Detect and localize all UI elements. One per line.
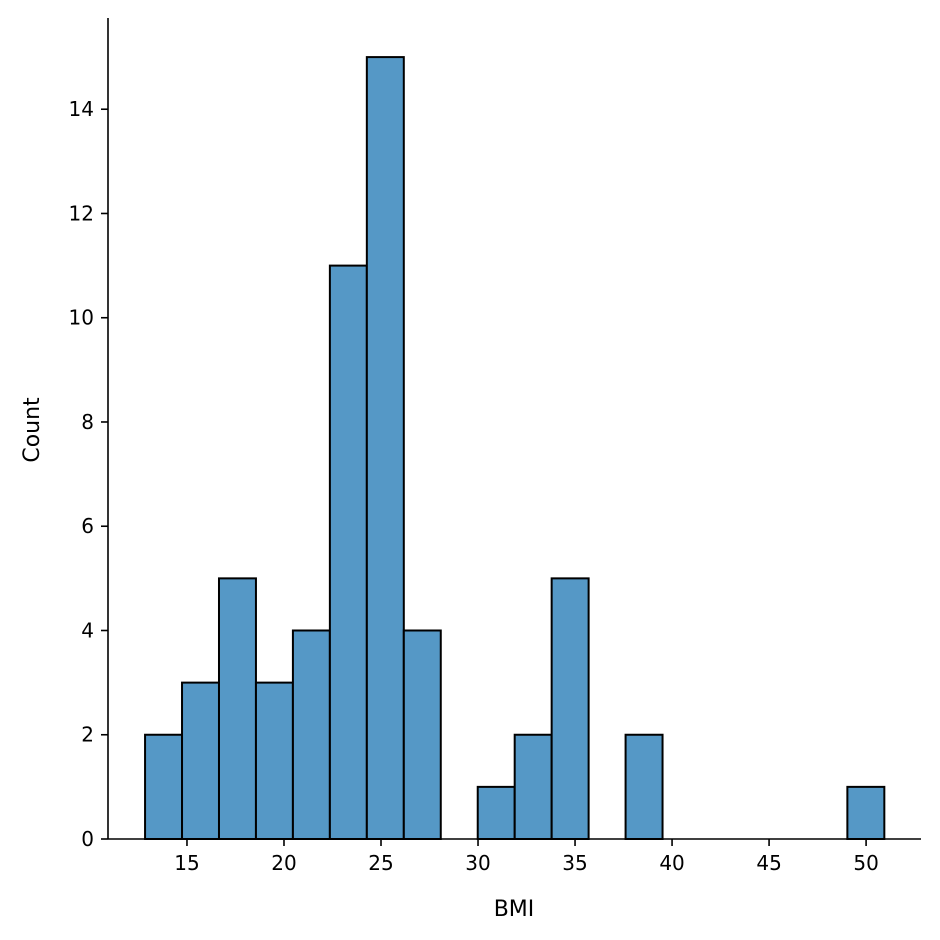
x-tick-label: 45 (756, 851, 781, 875)
x-tick-label: 50 (853, 851, 878, 875)
x-ticks: 15 20 25 30 35 40 45 50 (174, 839, 879, 875)
histogram-bar (217, 577, 257, 840)
y-tick-label: 8 (81, 410, 94, 434)
x-tick-label: 35 (562, 851, 587, 875)
y-axis-label: Count (20, 397, 45, 463)
histogram-bar (846, 785, 886, 840)
histogram-bar (181, 681, 220, 840)
x-tick-label: 25 (368, 851, 393, 875)
x-tick-label: 15 (174, 851, 199, 875)
histogram-bar (513, 733, 553, 840)
x-tick-label: 40 (659, 851, 684, 875)
x-axis-label: BMI (494, 897, 535, 922)
y-tick-label: 4 (81, 618, 94, 642)
histogram-bar (624, 733, 664, 840)
y-tick-label: 14 (69, 97, 94, 121)
histogram-bar (402, 629, 442, 840)
x-tick-label: 30 (465, 851, 490, 875)
histogram-bar (365, 56, 405, 841)
histogram-bar (254, 681, 294, 840)
y-tick-label: 10 (69, 306, 94, 330)
histogram-bar (291, 629, 331, 840)
y-tick-label: 12 (69, 201, 94, 225)
histogram-bar (476, 785, 516, 840)
y-tick-label: 0 (81, 827, 94, 851)
y-tick-label: 6 (81, 514, 94, 538)
bars-group (144, 56, 886, 841)
y-tick-label: 2 (81, 723, 94, 747)
histogram-bar (144, 733, 184, 840)
histogram-bar (328, 264, 368, 841)
x-tick-label: 20 (271, 851, 296, 875)
y-ticks: 0 2 4 6 8 10 12 14 (69, 97, 108, 851)
histogram-bar (550, 577, 590, 840)
